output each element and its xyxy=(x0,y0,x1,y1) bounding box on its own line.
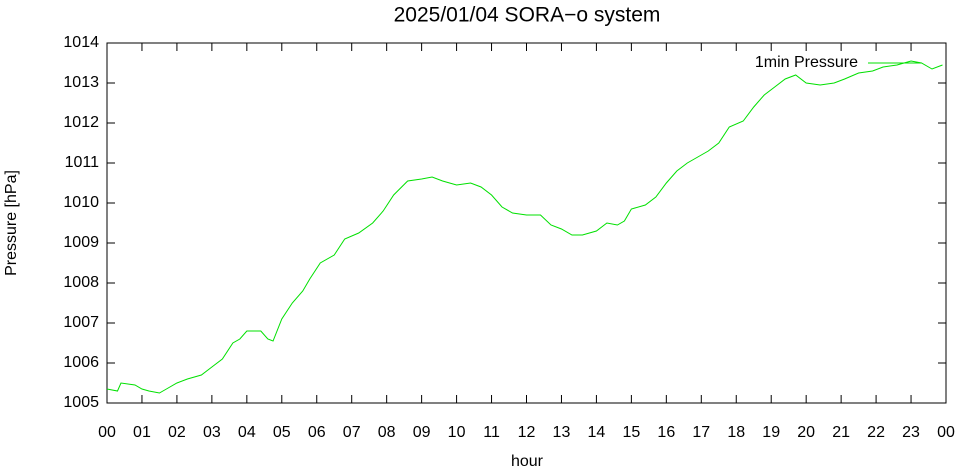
x-tick-label: 20 xyxy=(797,424,815,441)
x-tick-label: 16 xyxy=(657,424,675,441)
x-tick-label: 04 xyxy=(238,424,256,441)
y-tick-label: 1011 xyxy=(65,154,100,171)
x-tick-label: 00 xyxy=(937,424,955,441)
y-axis-label: Pressure [hPa] xyxy=(3,170,20,276)
x-tick-label: 14 xyxy=(588,424,606,441)
x-tick-label: 10 xyxy=(448,424,466,441)
y-tick-label: 1005 xyxy=(63,394,99,411)
x-tick-label: 06 xyxy=(308,424,326,441)
x-tick-label: 11 xyxy=(483,424,500,441)
y-tick-label: 1009 xyxy=(63,234,99,251)
legend-label: 1min Pressure xyxy=(755,54,858,71)
x-tick-label: 15 xyxy=(622,424,640,441)
x-tick-label: 21 xyxy=(832,424,850,441)
chart-title: 2025/01/04 SORA−o system xyxy=(394,4,661,27)
x-tick-label: 18 xyxy=(727,424,745,441)
x-axis-label: hour xyxy=(511,453,544,470)
y-tick-label: 1013 xyxy=(63,74,99,91)
y-tick-label: 1014 xyxy=(63,34,99,51)
x-tick-label: 12 xyxy=(518,424,536,441)
x-tick-label: 03 xyxy=(203,424,221,441)
x-tick-label: 08 xyxy=(378,424,396,441)
x-tick-label: 23 xyxy=(902,424,920,441)
y-tick-label: 1012 xyxy=(63,114,99,131)
y-tick-label: 1008 xyxy=(63,274,99,291)
x-tick-label: 05 xyxy=(273,424,291,441)
x-tick-label: 07 xyxy=(343,424,361,441)
plot-border xyxy=(106,42,947,404)
data-line xyxy=(106,60,943,394)
y-tick-label: 1007 xyxy=(63,314,99,331)
x-tick-label: 13 xyxy=(553,424,571,441)
x-tick-label: 01 xyxy=(133,424,151,441)
x-tick-label: 22 xyxy=(867,424,885,441)
x-tick-label: 19 xyxy=(762,424,780,441)
y-tick-label: 1010 xyxy=(63,194,99,211)
x-tick-label: 00 xyxy=(98,424,116,441)
y-tick-label: 1006 xyxy=(63,354,99,371)
x-tick-label: 17 xyxy=(692,424,710,441)
x-tick-label: 09 xyxy=(413,424,431,441)
x-tick-label: 02 xyxy=(168,424,186,441)
